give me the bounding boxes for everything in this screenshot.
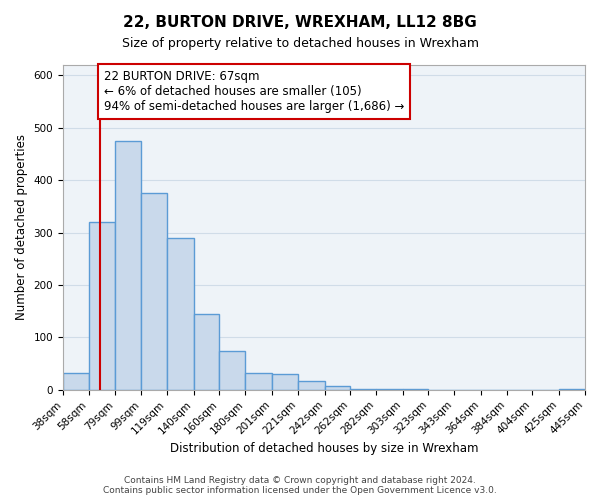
- Bar: [115, 141, 141, 390]
- Y-axis label: Number of detached properties: Number of detached properties: [15, 134, 28, 320]
- Bar: [194, 314, 220, 390]
- Bar: [245, 373, 272, 390]
- Bar: [559, 389, 585, 390]
- Text: 22, BURTON DRIVE, WREXHAM, LL12 8BG: 22, BURTON DRIVE, WREXHAM, LL12 8BG: [123, 15, 477, 30]
- X-axis label: Distribution of detached houses by size in Wrexham: Distribution of detached houses by size …: [170, 442, 478, 455]
- Text: 22 BURTON DRIVE: 67sqm
← 6% of detached houses are smaller (105)
94% of semi-det: 22 BURTON DRIVE: 67sqm ← 6% of detached …: [104, 70, 404, 113]
- Bar: [63, 372, 89, 390]
- Bar: [141, 194, 167, 390]
- Text: Contains HM Land Registry data © Crown copyright and database right 2024.
Contai: Contains HM Land Registry data © Crown c…: [103, 476, 497, 495]
- Bar: [272, 374, 298, 390]
- Text: Size of property relative to detached houses in Wrexham: Size of property relative to detached ho…: [121, 38, 479, 51]
- Bar: [298, 381, 325, 390]
- Bar: [167, 238, 194, 390]
- Bar: [89, 222, 115, 390]
- Bar: [325, 386, 350, 390]
- Bar: [350, 389, 376, 390]
- Bar: [220, 350, 245, 390]
